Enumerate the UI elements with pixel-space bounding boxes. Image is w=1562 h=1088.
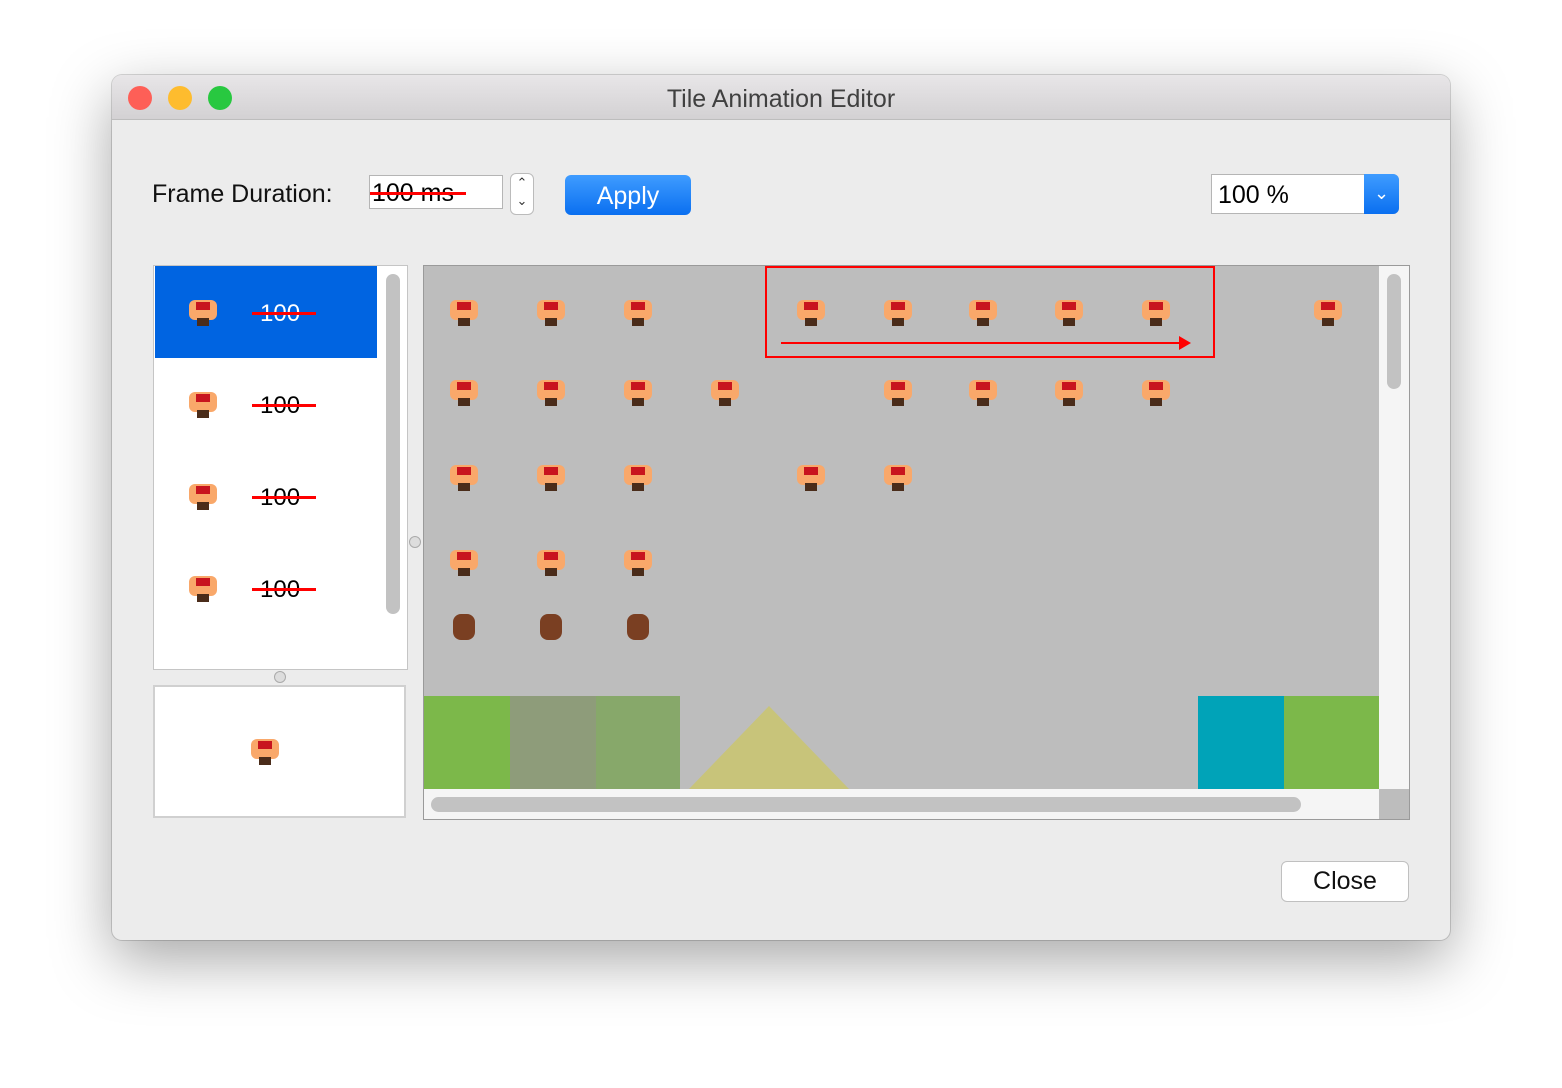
tile-sprite[interactable] [1051,296,1087,326]
zoom-window-button[interactable] [208,86,232,110]
grass-tile [1284,696,1379,789]
scroll-corner [1379,789,1409,819]
chevron-up-icon[interactable]: ⌃ [516,175,528,190]
tile-sprite[interactable] [620,376,656,406]
vertical-scrollbar[interactable] [1379,266,1409,789]
animation-preview [153,685,406,818]
frame-item[interactable]: 100 [155,542,377,634]
chevron-down-icon[interactable]: ⌄ [1364,174,1399,214]
tile-sprite[interactable] [446,296,482,326]
frame-item[interactable]: 100 [155,266,377,358]
frame-sprite [185,388,221,418]
tile-sprite[interactable] [446,546,482,576]
selection-annotation-box [765,266,1215,358]
tile-sprite[interactable] [1138,376,1174,406]
frame-duration-input[interactable]: 100 ms [369,175,503,209]
close-button[interactable]: Close [1281,861,1409,902]
tile-sprite[interactable] [620,461,656,491]
minimize-window-button[interactable] [168,86,192,110]
strike-annotation [252,588,316,591]
stone-tile [510,696,596,789]
tileset-view[interactable] [423,265,1410,820]
tile-sprite[interactable] [620,546,656,576]
tile-sprite[interactable] [533,296,569,326]
tile-sprite[interactable] [880,376,916,406]
roof-tile [689,706,849,789]
strike-annotation [370,192,466,195]
close-window-button[interactable] [128,86,152,110]
tile-sprite[interactable] [1310,296,1346,326]
tile-sprite[interactable] [707,376,743,406]
strike-annotation [252,404,316,407]
tile-sprite[interactable] [533,376,569,406]
horizontal-scrollbar[interactable] [424,789,1379,819]
frame-sprite [185,572,221,602]
arrow-annotation [781,336,1191,350]
apply-button[interactable]: Apply [565,175,691,215]
frame-item[interactable]: 100 [155,450,377,542]
tile-sprite[interactable] [793,296,829,326]
frame-sprite [185,296,221,326]
duration-stepper[interactable]: ⌃ ⌄ [510,173,534,215]
frame-list: 100 100 100 100 [153,265,408,670]
barrel-tile[interactable] [540,614,562,640]
tile-sprite[interactable] [533,546,569,576]
water-tile [1198,696,1284,789]
splitter-handle[interactable] [409,536,421,548]
tile-sprite[interactable] [533,461,569,491]
tile-sprite[interactable] [965,376,1001,406]
tile-sprite[interactable] [446,461,482,491]
splitter-handle[interactable] [274,671,286,683]
frame-list-scrollbar[interactable] [386,274,400,614]
title-bar: Tile Animation Editor [112,75,1450,120]
window-title: Tile Animation Editor [666,85,896,113]
frame-sprite [185,480,221,510]
frame-item[interactable]: 100 [155,358,377,450]
tile-sprite[interactable] [446,376,482,406]
vertical-scroll-thumb[interactable] [1387,274,1401,389]
strike-annotation [252,312,316,315]
stone-grass-tile [596,696,680,789]
tile-sprite[interactable] [880,296,916,326]
tile-sprite[interactable] [620,296,656,326]
barrel-tile[interactable] [627,614,649,640]
tile-sprite[interactable] [965,296,1001,326]
chevron-down-icon[interactable]: ⌄ [516,193,528,208]
horizontal-scroll-thumb[interactable] [431,797,1301,812]
tile-sprite[interactable] [880,461,916,491]
zoom-select[interactable]: 100 % ⌄ [1211,174,1399,214]
strike-annotation [252,496,316,499]
tile-sprite[interactable] [1138,296,1174,326]
tile-sprite[interactable] [793,461,829,491]
frame-duration-label: Frame Duration: [152,180,333,208]
tile-sprite[interactable] [1051,376,1087,406]
barrel-tile[interactable] [453,614,475,640]
tile-animation-editor-window: Tile Animation Editor Frame Duration: 10… [112,75,1450,940]
preview-sprite [247,735,283,765]
